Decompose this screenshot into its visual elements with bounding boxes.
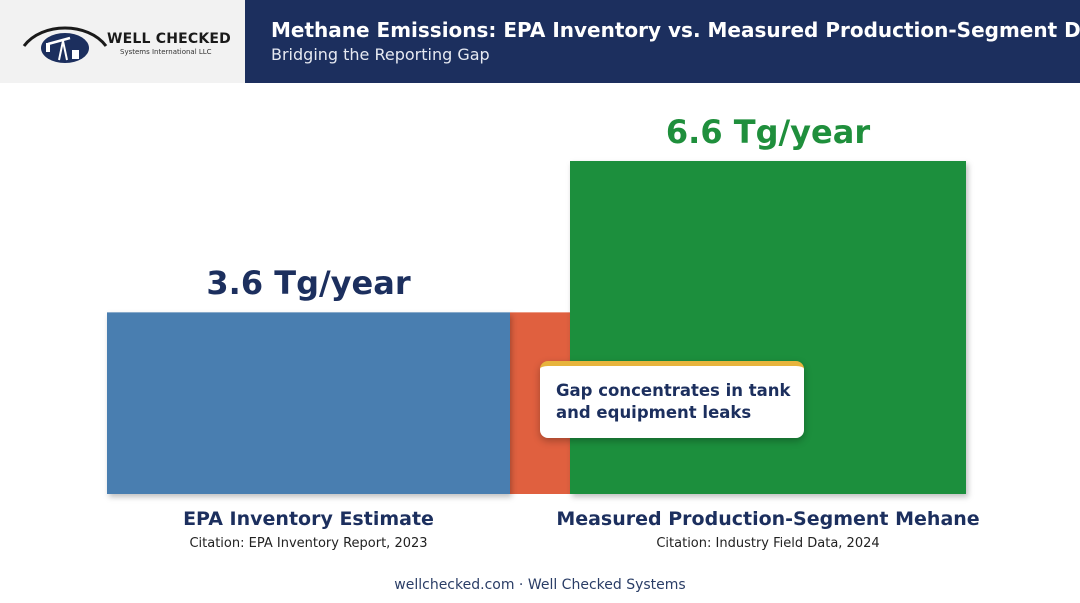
page-title: Methane Emissions: EPA Inventory vs. Mea…: [271, 18, 1080, 42]
logo: WELL CHECKED Systems International LLC: [0, 0, 245, 83]
citation-measured: Citation: Industry Field Data, 2024: [656, 536, 880, 551]
callout-text: Gap concentrates in tank and equipment l…: [556, 381, 791, 422]
comparison-chart: 3.6 Tg/year 6.6 Tg/year EPA Inventory Es…: [0, 83, 1080, 603]
gap-callout: Gap concentrates in tank and equipment l…: [540, 361, 804, 438]
bar-epa-inventory: [107, 312, 510, 494]
footer: wellchecked.com · Well Checked Systems: [394, 577, 686, 593]
bar-measured-production: [570, 161, 966, 494]
logo-subtitle: Systems International LLC: [120, 48, 212, 56]
page-subtitle: Bridging the Reporting Gap: [271, 45, 490, 64]
citation-epa: Citation: EPA Inventory Report, 2023: [189, 536, 428, 551]
oil-pump-logo-icon: [22, 26, 108, 63]
category-label-epa: EPA Inventory Estimate: [183, 508, 434, 530]
chart-svg: [107, 161, 966, 494]
value-label-epa: 3.6 Tg/year: [206, 264, 411, 303]
logo-name: WELL CHECKED: [107, 31, 231, 47]
category-label-measured: Measured Production-Segment Mehane: [556, 508, 980, 530]
header: WELL CHECKED Systems International LLC M…: [0, 0, 1080, 83]
title-bar: Methane Emissions: EPA Inventory vs. Mea…: [245, 0, 1080, 83]
value-label-measured: 6.6 Tg/year: [665, 113, 871, 151]
